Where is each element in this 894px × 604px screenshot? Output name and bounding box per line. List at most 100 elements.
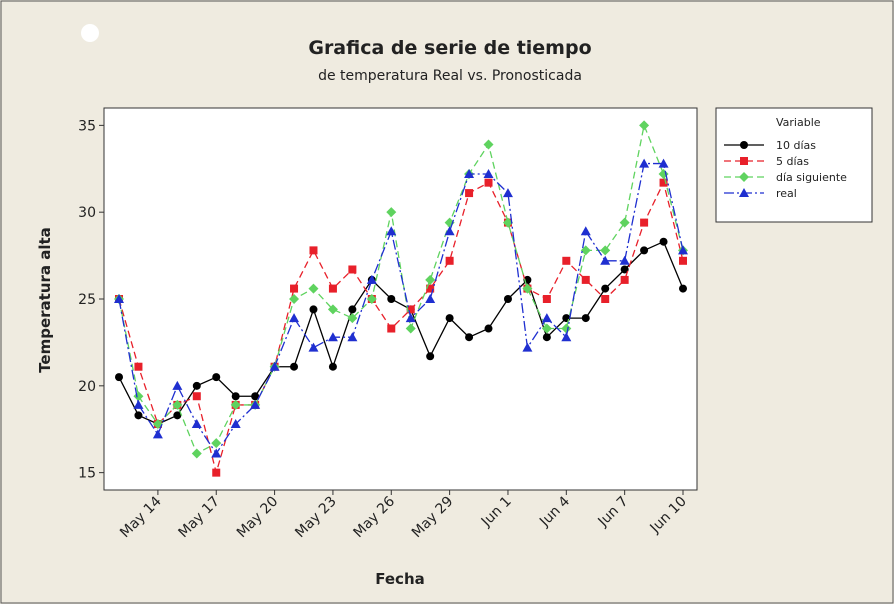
- y-tick-label: 35: [78, 118, 96, 134]
- chart-subtitle: de temperatura Real vs. Pronosticada: [318, 68, 582, 84]
- data-point: [620, 275, 629, 284]
- data-point: [522, 283, 533, 294]
- data-point: [483, 139, 494, 150]
- data-point: [658, 158, 669, 168]
- data-point: [231, 392, 240, 401]
- y-tick-label: 20: [78, 379, 96, 395]
- data-point: [542, 295, 551, 303]
- data-point: [212, 468, 221, 477]
- data-point: [639, 120, 650, 131]
- data-point: [386, 207, 397, 218]
- data-point: [290, 362, 299, 371]
- data-point: [541, 323, 552, 334]
- data-point: [115, 373, 123, 382]
- data-point: [484, 178, 493, 187]
- data-point: [309, 305, 318, 314]
- data-point: [502, 217, 513, 228]
- legend-title: Variable: [776, 116, 821, 129]
- data-point: [542, 333, 551, 342]
- data-point: [250, 399, 261, 409]
- data-point: [464, 168, 475, 178]
- data-point: [620, 265, 629, 274]
- series-line: [118, 162, 684, 455]
- data-point: [192, 392, 201, 401]
- data-point: [619, 255, 630, 265]
- data-point: [290, 284, 299, 293]
- data-point: [191, 419, 202, 429]
- data-point: [639, 158, 650, 168]
- data-point: [152, 429, 163, 439]
- data-point: [366, 274, 377, 284]
- data-point: [172, 399, 183, 410]
- data-point: [541, 313, 552, 323]
- data-point: [134, 362, 143, 371]
- legend-marker: [740, 157, 748, 165]
- y-tick-label: 25: [78, 292, 96, 308]
- data-point: [192, 381, 201, 390]
- chart-title: Grafica de serie de tiempo: [308, 37, 591, 59]
- legend-label: 5 días: [776, 155, 809, 168]
- data-point: [619, 217, 630, 228]
- decoration-dot: [81, 24, 99, 42]
- data-point: [251, 392, 260, 401]
- data-point: [309, 246, 318, 255]
- data-point: [678, 245, 688, 255]
- data-point: [483, 168, 494, 178]
- data-point: [444, 226, 455, 236]
- data-point: [503, 295, 512, 303]
- data-point: [328, 284, 337, 293]
- data-point: [502, 188, 513, 198]
- data-point: [133, 399, 144, 409]
- data-point: [173, 411, 182, 420]
- data-point: [211, 448, 222, 458]
- legend-label: día siguiente: [776, 171, 847, 184]
- data-point: [600, 245, 611, 256]
- data-point: [426, 284, 435, 293]
- data-point: [387, 295, 396, 303]
- data-point: [601, 284, 610, 293]
- data-point: [308, 283, 319, 294]
- data-point: [581, 275, 590, 284]
- data-point: [269, 361, 280, 371]
- data-point: [406, 305, 415, 314]
- data-point: [230, 419, 241, 429]
- data-point: [230, 399, 241, 410]
- data-point: [640, 246, 649, 255]
- y-tick-label: 15: [78, 466, 96, 482]
- data-point: [659, 237, 668, 246]
- data-point: [425, 294, 436, 303]
- legend-label: real: [776, 187, 797, 200]
- data-point: [366, 294, 377, 304]
- data-point: [405, 323, 416, 334]
- data-point: [640, 218, 649, 227]
- data-point: [484, 324, 493, 333]
- data-point: [191, 448, 202, 459]
- data-point: [600, 255, 611, 265]
- data-point: [347, 332, 358, 342]
- data-point: [114, 294, 124, 303]
- data-point: [172, 380, 183, 390]
- data-point: [659, 178, 668, 187]
- data-point: [212, 373, 221, 382]
- data-point: [348, 305, 357, 314]
- legend-label: 10 días: [776, 139, 816, 152]
- y-tick-label: 30: [78, 205, 96, 221]
- data-point: [387, 324, 396, 333]
- data-point: [405, 313, 416, 323]
- data-point: [561, 332, 572, 342]
- data-point: [211, 438, 222, 449]
- data-point: [580, 226, 591, 236]
- data-point: [425, 274, 436, 285]
- data-point: [601, 295, 610, 303]
- data-point: [445, 314, 454, 323]
- data-point: [327, 332, 338, 342]
- data-point: [289, 313, 300, 323]
- data-point: [386, 226, 397, 236]
- legend-marker: [740, 141, 748, 149]
- data-point: [347, 313, 358, 324]
- x-axis-label: Fecha: [375, 570, 425, 588]
- legend-marker: [739, 172, 749, 182]
- data-point: [581, 314, 590, 323]
